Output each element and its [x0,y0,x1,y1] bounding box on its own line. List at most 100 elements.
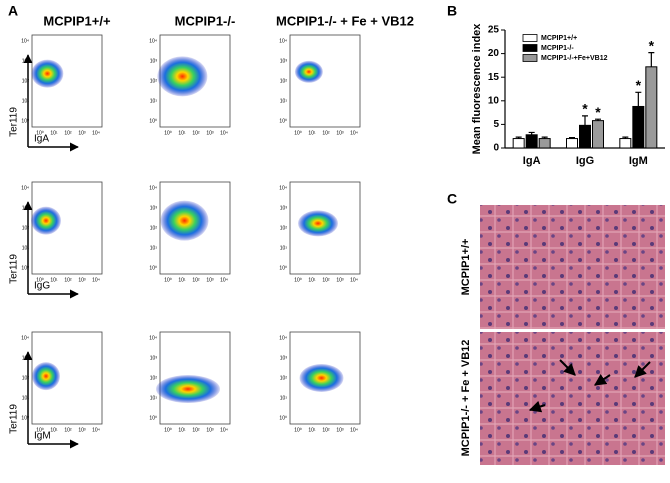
tick-label: 10¹ [50,277,58,283]
bar [632,105,645,149]
axis-label: Ter119 [9,404,20,434]
flow-panel: MCPIP1+/+ MCPIP1-/- MCPIP1-/- + Fe + VB12 1… [9,13,414,449]
y-tick-label: 0 [493,143,499,154]
tick-label: 10³ [150,355,158,361]
tick-label: 10³ [206,130,214,136]
tick-label: 10¹ [280,98,288,104]
tick-label: 10⁰ [294,277,302,283]
tick-label: 10⁴ [220,277,228,283]
tick-label: 10⁴ [21,38,29,44]
axis-label: Ter119 [9,254,20,284]
tick-label: 10² [192,277,200,283]
tick-label: 10² [150,375,158,381]
tick-label: 10⁴ [92,277,100,283]
tick-label: 10² [150,78,158,84]
axis-label: IgM [34,431,51,442]
tick-label: 10⁴ [92,130,100,136]
tick-label: 10¹ [150,245,158,251]
tick-label: 10¹ [178,277,186,283]
column-title: MCPIP1+/+ [43,13,111,28]
tick-label: 10² [192,427,200,433]
tick-label: 10⁴ [350,427,358,433]
bar-chart: 0 5 10 15 20 25 Mean fluorescence index IgA IgG *… [471,23,665,167]
bar [512,138,525,149]
tick-label: 10⁰ [164,427,172,433]
significance-star: * [582,101,588,117]
axis-label: IgG [34,281,50,292]
significance-star: * [636,77,642,93]
density-blob [299,364,344,392]
error-bar [528,131,535,135]
tick-label: 10³ [150,205,158,211]
tick-label: 10⁴ [149,335,157,341]
density-blob [294,60,323,83]
arrow [594,374,611,386]
tick-label: 10⁰ [149,265,157,271]
error-bar [515,136,522,139]
density-blob [31,59,64,88]
tick-label: 10⁴ [220,130,228,136]
panel-label: A [8,3,18,19]
tick-label: 10⁴ [21,185,29,191]
tick-label: 10⁴ [92,427,100,433]
bar [525,134,538,149]
tick-label: 10⁰ [21,118,29,124]
panel-label: B [447,3,457,19]
row-label: MCPIP1-/- + Fe + VB12 [460,340,472,457]
y-tick-label: 15 [488,72,500,83]
tick-label: 10¹ [150,395,158,401]
error-bar [622,136,629,139]
legend-label: MCPIP1+/+ [541,35,577,42]
arrow [559,359,576,376]
tick-label: 10⁴ [21,335,29,341]
legend-swatch [522,34,538,42]
error-bar [595,118,601,121]
tick-label: 10⁰ [21,265,29,271]
panel-label: C [447,191,457,207]
tick-label: 10¹ [22,98,30,104]
tick-label: 10³ [206,427,214,433]
tick-label: 10¹ [150,98,158,104]
tick-label: 10⁴ [149,38,157,44]
tick-label: 10⁴ [279,185,287,191]
row-label: MCPIP1+/+ [460,239,472,296]
tick-label: 10⁰ [149,415,157,421]
tick-label: 10⁴ [220,427,228,433]
tick-label: 10⁰ [164,130,172,136]
plot-frame [289,34,361,128]
tick-label: 10¹ [22,395,30,401]
error-bar [648,52,655,67]
tick-label: 10⁰ [36,130,44,136]
significance-star: * [595,104,601,120]
tick-label: 10⁰ [149,118,157,124]
y-tick-label: 10 [488,95,500,106]
arrow [634,361,651,378]
tick-label: 10¹ [308,277,316,283]
tick-label: 10² [22,225,30,231]
tick-label: 10³ [150,58,158,64]
tick-label: 10⁰ [279,415,287,421]
tick-label: 10³ [280,355,288,361]
bar [592,120,604,149]
tick-label: 10² [322,427,330,433]
tick-label: 10¹ [50,130,58,136]
tick-label: 10² [64,427,72,433]
tick-label: 10¹ [178,427,186,433]
tick-label: 10⁰ [279,265,287,271]
bar [566,138,578,149]
arrow [528,400,546,413]
x-tick-label: IgA [523,155,541,167]
bar [579,124,591,149]
column-title: MCPIP1-/- [175,13,236,28]
histology-panel: MCPIP1+/+ MCPIP1-/- + Fe + VB12 [460,205,665,465]
tick-label: 10⁴ [279,38,287,44]
tick-label: 10³ [78,130,86,136]
axis-label: IgA [34,134,49,145]
tick-label: 10⁰ [294,130,302,136]
tick-label: 10² [64,277,72,283]
tick-label: 10⁰ [294,427,302,433]
bar [538,138,551,149]
tick-label: 10² [280,225,288,231]
